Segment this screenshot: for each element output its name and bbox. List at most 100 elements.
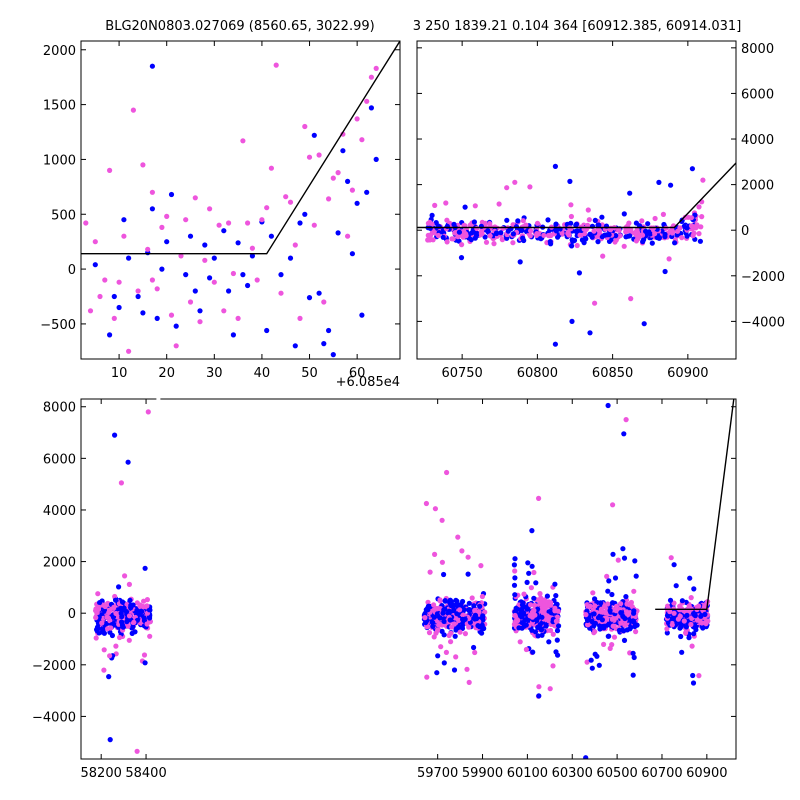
- data-point: [429, 212, 435, 218]
- data-point: [311, 222, 317, 228]
- data-point: [517, 611, 523, 617]
- data-point: [447, 597, 453, 603]
- data-point: [149, 63, 155, 69]
- data-point: [131, 619, 137, 626]
- data-point: [457, 607, 463, 613]
- data-point: [621, 431, 627, 437]
- data-point: [121, 217, 127, 223]
- data-point: [207, 275, 213, 281]
- data-point: [106, 674, 112, 680]
- data-point: [700, 177, 706, 183]
- data-point: [535, 633, 541, 639]
- data-point: [113, 643, 119, 649]
- data-point: [94, 608, 100, 615]
- data-point: [97, 293, 103, 300]
- data-point: [553, 601, 560, 607]
- data-point: [662, 268, 668, 275]
- y-tick-label: −2000: [741, 270, 785, 285]
- data-point: [141, 652, 148, 658]
- data-point: [94, 627, 100, 633]
- data-point: [683, 624, 690, 630]
- data-point: [102, 277, 108, 283]
- data-point: [287, 199, 294, 205]
- data-point: [696, 204, 702, 210]
- data-point: [283, 194, 289, 200]
- data-point: [472, 203, 478, 209]
- data-point: [427, 219, 433, 225]
- x-tick-label: 30: [206, 366, 223, 381]
- data-point: [679, 649, 685, 655]
- data-point: [605, 588, 611, 594]
- data-point: [534, 231, 540, 237]
- data-point: [354, 200, 360, 206]
- axis-break: [156, 396, 161, 403]
- data-point: [669, 230, 676, 236]
- data-point: [481, 625, 487, 632]
- x-tick-label: 60500: [596, 766, 637, 781]
- data-point: [672, 240, 678, 246]
- data-point: [465, 554, 471, 560]
- data-point: [512, 612, 518, 619]
- x-tick-label: 40: [254, 366, 271, 381]
- data-point: [586, 217, 592, 223]
- data-point: [459, 625, 466, 632]
- data-point: [330, 175, 336, 181]
- data-point: [349, 187, 355, 193]
- data-point: [548, 600, 554, 606]
- data-point: [590, 590, 596, 596]
- data-point: [134, 748, 140, 754]
- data-point: [613, 608, 619, 614]
- zoom-right-axes: 60750 60800 60850 60900 −4000 −2000 0 2000 4000 6…: [416, 40, 785, 381]
- data-point: [528, 228, 534, 234]
- data-point: [531, 569, 537, 576]
- data-point: [359, 312, 365, 318]
- data-point: [512, 592, 518, 598]
- data-point: [173, 323, 179, 329]
- data-point: [471, 603, 477, 609]
- data-point: [683, 630, 689, 636]
- data-point: [595, 222, 601, 228]
- data-point: [666, 256, 672, 262]
- data-point: [122, 573, 128, 579]
- data-point: [599, 214, 605, 220]
- data-point: [106, 609, 112, 615]
- data-point: [677, 625, 683, 631]
- data-point: [573, 221, 580, 227]
- data-point: [536, 693, 542, 699]
- data-point: [192, 288, 198, 294]
- data-point: [511, 562, 517, 568]
- data-point: [440, 610, 446, 616]
- data-point: [430, 620, 436, 626]
- data-point: [649, 240, 655, 246]
- data-point: [598, 600, 604, 606]
- data-point: [537, 601, 543, 607]
- data-point: [443, 649, 449, 656]
- data-point: [119, 613, 125, 620]
- data-point: [548, 241, 554, 247]
- data-point: [618, 620, 624, 626]
- data-point: [144, 621, 150, 627]
- data-point: [479, 219, 485, 225]
- data-point: [444, 469, 450, 476]
- data-point: [192, 195, 198, 201]
- data-point: [671, 600, 677, 606]
- data-point: [592, 217, 598, 223]
- data-point: [116, 304, 122, 311]
- data-point: [83, 220, 89, 226]
- y-tick-label: 2000: [43, 44, 76, 59]
- data-point: [689, 166, 696, 172]
- data-point: [595, 615, 602, 621]
- data-point: [652, 215, 658, 222]
- data-point: [599, 624, 605, 630]
- data-point: [168, 191, 175, 198]
- data-point: [594, 653, 600, 659]
- data-point: [469, 595, 475, 601]
- data-point: [546, 639, 552, 645]
- data-point: [595, 239, 601, 245]
- data-point: [493, 230, 500, 236]
- data-point: [673, 583, 679, 589]
- data-point: [544, 593, 551, 599]
- data-point: [316, 290, 322, 296]
- data-point: [448, 630, 454, 636]
- data-point: [667, 608, 673, 615]
